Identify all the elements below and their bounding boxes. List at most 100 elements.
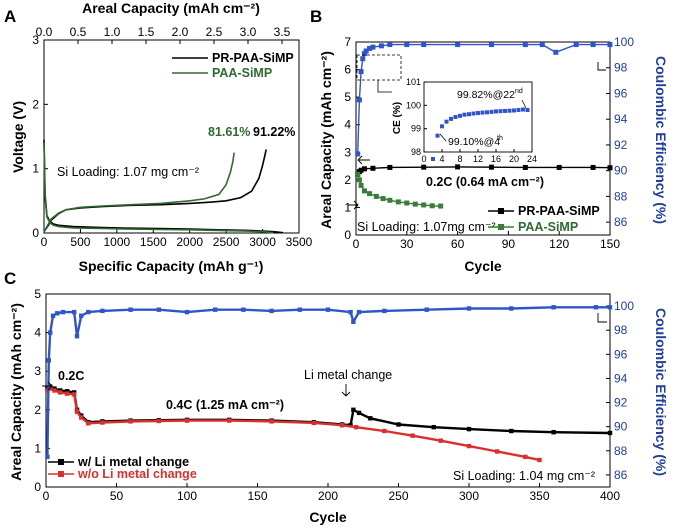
b-series-2-point: [363, 48, 369, 54]
a-xtick-label: 2500: [213, 235, 240, 249]
panel-b-y-axis-title: Areal Capacity (mAh cm⁻²): [318, 51, 334, 229]
b-series-1-point: [412, 201, 418, 207]
b-series-1-point: [361, 188, 367, 194]
panel-b-arrow-right: [597, 62, 606, 71]
inset-annotation-max-suffix: nd: [515, 88, 523, 95]
c-y2tick-label: 100: [614, 299, 634, 313]
a-x2tick-label: 1.0: [104, 25, 121, 39]
a-xtick-label: 1500: [140, 235, 167, 249]
b-series-1-point: [404, 200, 410, 206]
panel-c-loading-note: Si Loading: 1.04 mg cm⁻²: [453, 469, 595, 483]
c-series-0-point: [431, 424, 436, 430]
inset-point: [489, 109, 494, 114]
b-y2tick-label: 98: [614, 61, 628, 75]
b-series-2-point: [378, 43, 384, 49]
a-series-1-charge-curve: [43, 152, 235, 233]
c-y2tick-label: 90: [614, 420, 628, 434]
c-xtick-label: 0: [43, 489, 50, 503]
c-y2tick-label: 96: [614, 347, 628, 361]
panel-letter-a: A: [4, 7, 16, 26]
c-series-2-point: [382, 308, 387, 314]
inset-annotation-max: 99.82%@22: [457, 89, 515, 101]
c-series-2-point: [551, 305, 556, 310]
panel-b-arrow-left-2: [348, 200, 359, 210]
legend-label-b-paa: PAA-SiMP: [518, 220, 578, 234]
legend-marker-b-paa: [498, 224, 504, 230]
b-y2tick-label: 90: [614, 164, 628, 178]
c-series-1-point: [269, 419, 274, 424]
c-series-0-point: [356, 410, 362, 416]
b-y2tick-label: 86: [614, 215, 628, 229]
c-xtick-label: 300: [459, 489, 479, 503]
b-y2tick-label: 92: [614, 138, 628, 152]
inset-point: [498, 109, 503, 114]
c-series-2-point: [55, 311, 60, 316]
b-series-0-point: [361, 166, 367, 172]
c-series-0-point: [396, 422, 401, 427]
c-series-2-point: [466, 306, 472, 311]
b-series-2-point: [358, 69, 364, 75]
b-xtick-label: 90: [502, 237, 516, 251]
c-ytick-label: 3: [34, 364, 41, 378]
c-series-1-point: [438, 438, 443, 443]
inset-point: [444, 119, 449, 124]
c-series-2-point: [100, 308, 105, 314]
b-series-2-point: [367, 45, 373, 51]
b-series-2-point: [553, 49, 559, 55]
a-x2tick-label: 0.0: [36, 25, 53, 39]
b-series-1-point: [380, 196, 386, 202]
inset-point: [431, 157, 435, 161]
inset-point: [435, 133, 440, 138]
a-x2tick-label: 3.5: [274, 25, 291, 39]
inset-arrow-min: [439, 133, 447, 142]
legend-marker-b-pr: [498, 208, 504, 214]
a-xtick-label: 3500: [286, 235, 313, 249]
panel-a-loading-note: Si Loading: 1.07 mg cm⁻²: [57, 165, 199, 179]
c-series-2-point: [607, 305, 613, 310]
b-xtick-label: 150: [600, 237, 620, 251]
b-series-1-point: [355, 171, 361, 177]
panel-b-zoom-arrow: [377, 80, 392, 93]
a-series-0-discharge-curve: [43, 139, 284, 234]
c-series-0-line: [46, 385, 611, 435]
c-series-2-point: [325, 307, 331, 312]
inset-point: [453, 115, 458, 119]
b-series-1-point: [387, 197, 393, 203]
b-y2tick-label: 88: [614, 189, 628, 203]
inset-point: [516, 108, 521, 112]
b-series-2-point: [355, 151, 361, 157]
c-y2tick-label: 92: [614, 396, 628, 410]
b-ytick-label: 7: [344, 35, 351, 49]
c-series-2-point: [60, 309, 66, 315]
a-xtick-label: 500: [70, 235, 90, 249]
b-series-2-point: [370, 44, 376, 50]
inset-xtick-label: 0: [421, 154, 426, 164]
b-series-1-point: [429, 203, 435, 209]
inset-point: [480, 110, 485, 115]
panel-b-series: [355, 42, 613, 209]
b-series-0-point: [358, 167, 364, 173]
b-series-1-point: [373, 193, 379, 199]
legend-marker-c-w: [58, 459, 64, 465]
panel-c-legend: w/ Li metal change w/o Li metal change: [48, 455, 197, 481]
inset-point: [476, 111, 480, 116]
inset-ytick-label: 101: [406, 77, 421, 87]
c-series-0-point: [466, 426, 472, 432]
c-ytick-label: 5: [34, 287, 41, 301]
c-series-2-point: [79, 313, 84, 318]
c-series-1-point: [156, 418, 161, 424]
inset-series: [431, 107, 530, 161]
c-series-1-point: [537, 457, 542, 463]
c-series-1-point: [466, 443, 472, 449]
c-series-2-point: [269, 308, 274, 314]
inset-point: [525, 108, 530, 112]
c-series-1-point: [410, 433, 415, 438]
c-xtick-label: 350: [529, 489, 549, 503]
panel-b-zoom-box: [356, 54, 402, 81]
b-y2tick-label: 100: [614, 35, 634, 49]
inset-xtick-label: 20: [509, 154, 519, 164]
a-x2tick-label: 1.5: [138, 25, 155, 39]
a-x2tick-label: 2.5: [206, 25, 223, 39]
inset-point: [512, 108, 516, 113]
